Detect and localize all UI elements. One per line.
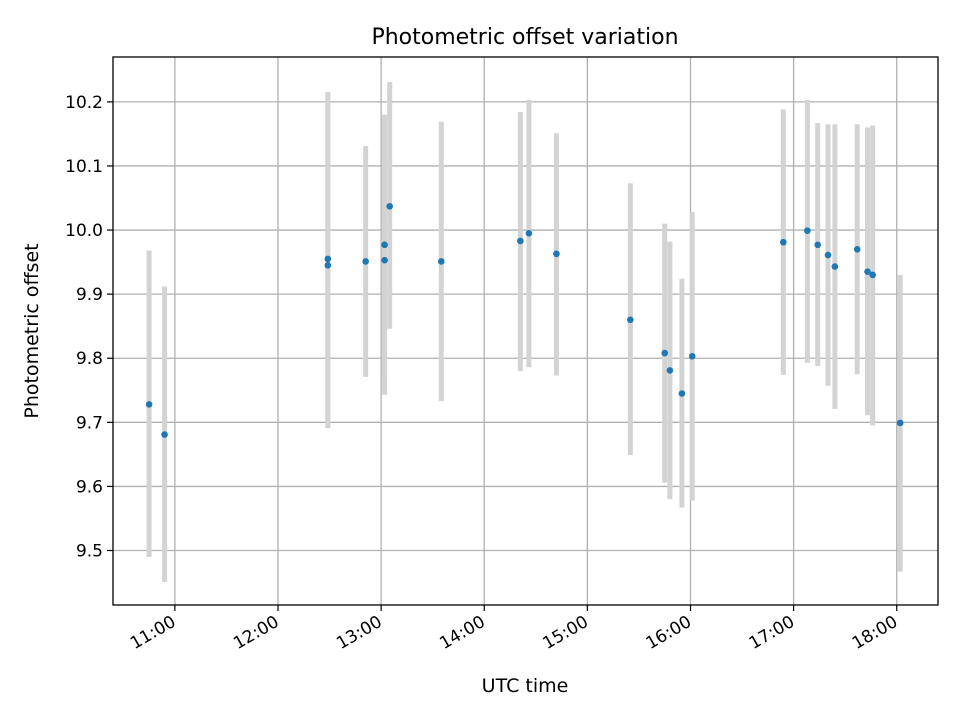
data-point	[864, 268, 871, 276]
data-point	[804, 227, 811, 234]
data-point	[553, 250, 560, 258]
y-tick-label: 9.6	[76, 477, 103, 497]
data-point	[517, 237, 524, 245]
data-point	[525, 229, 533, 237]
data-point	[161, 431, 168, 438]
data-point	[627, 316, 634, 324]
data-point	[780, 238, 787, 246]
data-point	[386, 203, 394, 210]
y-axis: 9.5 9.6 9.7 9.8 9.9 10.0 10.1 10.2	[65, 93, 113, 562]
data-point	[678, 390, 686, 397]
data-point	[896, 419, 904, 427]
data-point	[661, 349, 669, 357]
y-tick-label: 10.1	[65, 157, 103, 177]
data-points	[145, 203, 904, 438]
grid-lines	[113, 57, 938, 605]
y-tick-label: 9.8	[76, 349, 103, 369]
data-point	[362, 258, 369, 265]
data-point	[853, 245, 861, 253]
data-point	[381, 241, 388, 249]
data-point	[688, 353, 696, 360]
chart-title: Photometric offset variation	[371, 25, 678, 50]
y-tick-label: 9.5	[76, 542, 103, 562]
y-tick-label: 9.7	[76, 413, 103, 433]
data-point	[324, 262, 332, 269]
y-axis-label: Photometric offset	[21, 243, 43, 418]
y-tick-label: 9.9	[76, 285, 103, 305]
data-point	[437, 258, 445, 265]
data-point	[324, 255, 332, 263]
data-point	[831, 263, 839, 270]
y-tick-label: 10.0	[65, 221, 103, 241]
y-tick-label: 10.2	[65, 93, 103, 113]
data-point	[666, 367, 674, 374]
data-point	[869, 271, 876, 279]
plot-frame	[112, 56, 939, 606]
data-point	[824, 251, 832, 259]
data-point	[145, 401, 153, 408]
x-axis-label: UTC time	[482, 675, 569, 697]
data-point	[814, 241, 821, 249]
data-point	[381, 256, 388, 264]
